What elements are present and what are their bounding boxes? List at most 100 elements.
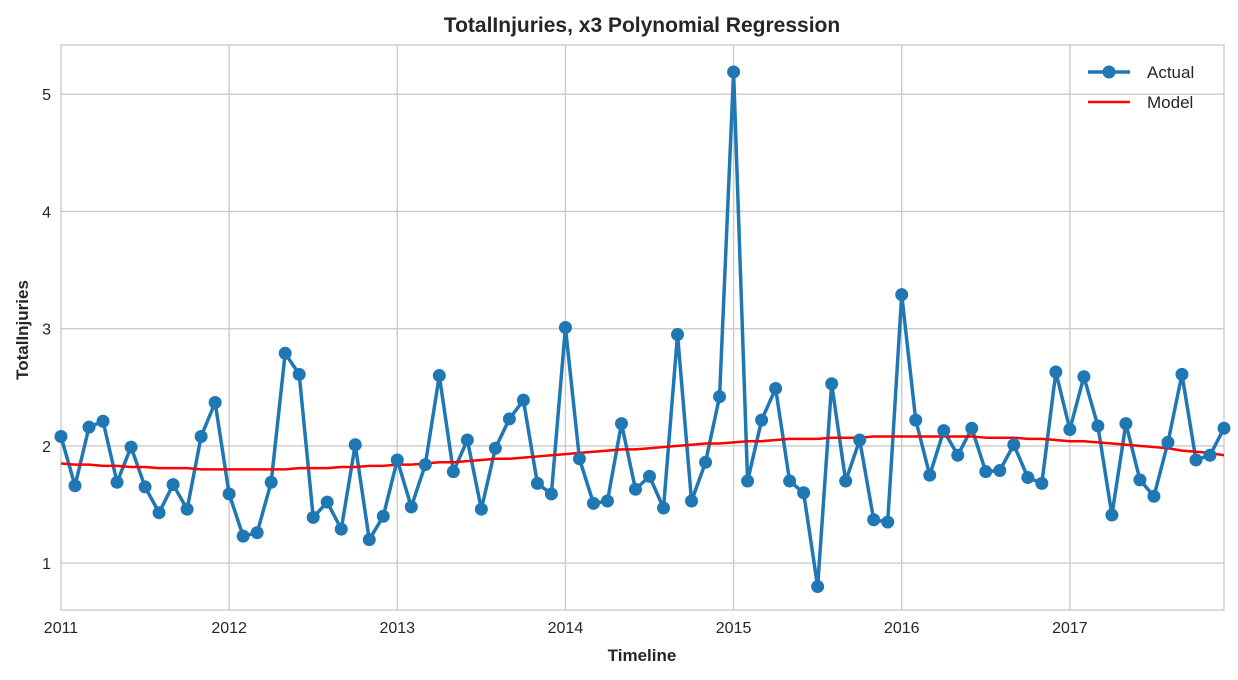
- actual-data-point: [530, 476, 544, 490]
- actual-data-point: [390, 453, 404, 467]
- actual-data-point: [769, 381, 783, 395]
- actual-data-point: [614, 417, 628, 431]
- y-tick-label: 3: [42, 322, 51, 339]
- actual-data-point: [797, 486, 811, 500]
- actual-data-point: [474, 502, 488, 516]
- x-tick-label: 2015: [716, 620, 752, 637]
- y-tick-label: 4: [42, 204, 51, 221]
- actual-data-point: [755, 413, 769, 427]
- actual-data-point: [334, 522, 348, 536]
- x-tick-label: 2013: [379, 620, 415, 637]
- plot-frame: [60, 44, 1225, 611]
- actual-data-point: [460, 433, 474, 447]
- actual-data-point: [965, 421, 979, 435]
- x-tick-label: 2012: [211, 620, 247, 637]
- series-layer: [54, 65, 1231, 594]
- actual-data-point: [657, 501, 671, 515]
- tick-labels: 2011 2012 2013 2014 2015 2016 2017 1 2 3 4 5: [42, 87, 1088, 637]
- actual-data-point: [1133, 473, 1147, 487]
- actual-data-point: [446, 465, 460, 479]
- actual-data-point: [362, 533, 376, 547]
- actual-data-point: [685, 494, 699, 508]
- actual-data-point: [839, 474, 853, 488]
- actual-data-point: [1175, 367, 1189, 381]
- actual-data-point: [250, 526, 264, 540]
- actual-data-point: [544, 487, 558, 501]
- actual-data-point: [306, 510, 320, 524]
- actual-data-point: [320, 495, 334, 509]
- actual-data-point: [152, 506, 166, 520]
- y-tick-label: 5: [42, 87, 51, 104]
- actual-data-point: [558, 321, 572, 334]
- model-series-line: [60, 435, 1225, 471]
- actual-data-point: [825, 377, 839, 391]
- actual-data-point: [895, 288, 909, 302]
- actual-data-point: [418, 458, 432, 472]
- actual-data-point: [82, 420, 96, 434]
- actual-data-point: [1217, 421, 1231, 435]
- actual-data-point: [741, 474, 755, 488]
- actual-data-point: [1035, 476, 1049, 490]
- actual-data-point: [1091, 419, 1105, 433]
- actual-data-point: [110, 475, 124, 489]
- legend-label-model: Model: [1147, 93, 1193, 112]
- actual-data-point: [600, 494, 614, 508]
- actual-data-point: [222, 487, 236, 501]
- actual-data-point: [699, 455, 713, 469]
- actual-data-point: [1105, 508, 1119, 522]
- actual-data-point: [348, 438, 362, 452]
- legend-actual-marker-icon: [1102, 65, 1116, 79]
- x-tick-label: 2014: [548, 620, 584, 637]
- actual-data-point: [727, 65, 741, 79]
- actual-data-point: [96, 414, 110, 428]
- actual-data-point: [979, 465, 993, 479]
- actual-data-point: [1077, 370, 1091, 384]
- actual-data-point: [628, 482, 642, 496]
- actual-data-point: [516, 393, 530, 407]
- y-axis-label: TotalInjuries: [13, 280, 32, 380]
- x-tick-label: 2011: [44, 620, 79, 637]
- actual-data-point: [937, 424, 951, 438]
- actual-data-point: [783, 474, 797, 488]
- y-tick-label: 2: [42, 439, 51, 456]
- actual-data-point: [811, 580, 825, 594]
- actual-data-point: [1021, 471, 1035, 485]
- actual-data-point: [208, 396, 222, 410]
- actual-data-point: [993, 464, 1007, 478]
- actual-data-point: [572, 452, 586, 466]
- actual-data-point: [1189, 453, 1203, 467]
- actual-data-point: [236, 529, 250, 543]
- actual-data-point: [180, 502, 194, 516]
- actual-data-point: [951, 448, 965, 462]
- actual-data-point: [853, 433, 867, 447]
- actual-data-point: [671, 328, 685, 342]
- actual-data-point: [881, 515, 895, 529]
- actual-data-point: [1147, 489, 1161, 503]
- x-tick-label: 2017: [1052, 620, 1088, 637]
- actual-data-point: [488, 441, 502, 455]
- actual-data-point: [138, 480, 152, 494]
- actual-data-point: [194, 430, 208, 444]
- y-tick-label: 1: [42, 556, 51, 573]
- actual-data-point: [278, 346, 292, 360]
- actual-data-point: [432, 369, 446, 383]
- actual-data-point: [909, 413, 923, 427]
- actual-data-point: [586, 496, 600, 510]
- actual-data-point: [292, 367, 306, 381]
- legend: Actual Model: [1088, 63, 1194, 112]
- legend-label-actual: Actual: [1147, 63, 1194, 82]
- actual-data-point: [713, 390, 727, 404]
- actual-data-point: [1203, 448, 1217, 462]
- actual-data-point: [502, 412, 516, 426]
- actual-data-point: [68, 479, 82, 493]
- actual-data-point: [376, 509, 390, 523]
- x-axis-label: Timeline: [608, 646, 677, 665]
- actual-data-point: [264, 475, 278, 489]
- actual-data-point: [1049, 365, 1063, 379]
- actual-data-point: [1161, 435, 1175, 449]
- actual-data-point: [54, 430, 68, 444]
- actual-data-point: [166, 478, 180, 492]
- actual-data-point: [404, 500, 418, 514]
